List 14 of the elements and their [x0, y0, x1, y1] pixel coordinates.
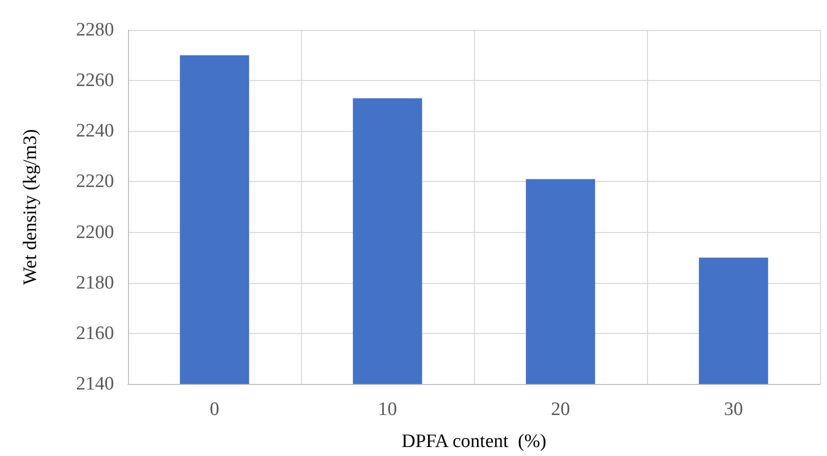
y-tick-label: 2140 [76, 374, 114, 394]
x-axis-title: DPFA content (%) [402, 431, 546, 452]
x-tick-label: 20 [551, 399, 570, 420]
x-tick-label: 0 [210, 399, 220, 420]
y-tick-label: 2160 [76, 322, 114, 344]
x-tick-label: 10 [378, 399, 397, 420]
y-tick-label: 2200 [76, 222, 114, 243]
y-tick-label: 2240 [76, 120, 114, 142]
y-tick-label: 2180 [76, 272, 114, 294]
y-tick-label: 2260 [76, 70, 114, 92]
y-tick-label: 2280 [76, 20, 114, 40]
y-tick-label: 2220 [76, 171, 114, 192]
y-axis-title: Wet density (kg/m3) [20, 129, 41, 285]
x-tick-label: 30 [724, 399, 743, 420]
